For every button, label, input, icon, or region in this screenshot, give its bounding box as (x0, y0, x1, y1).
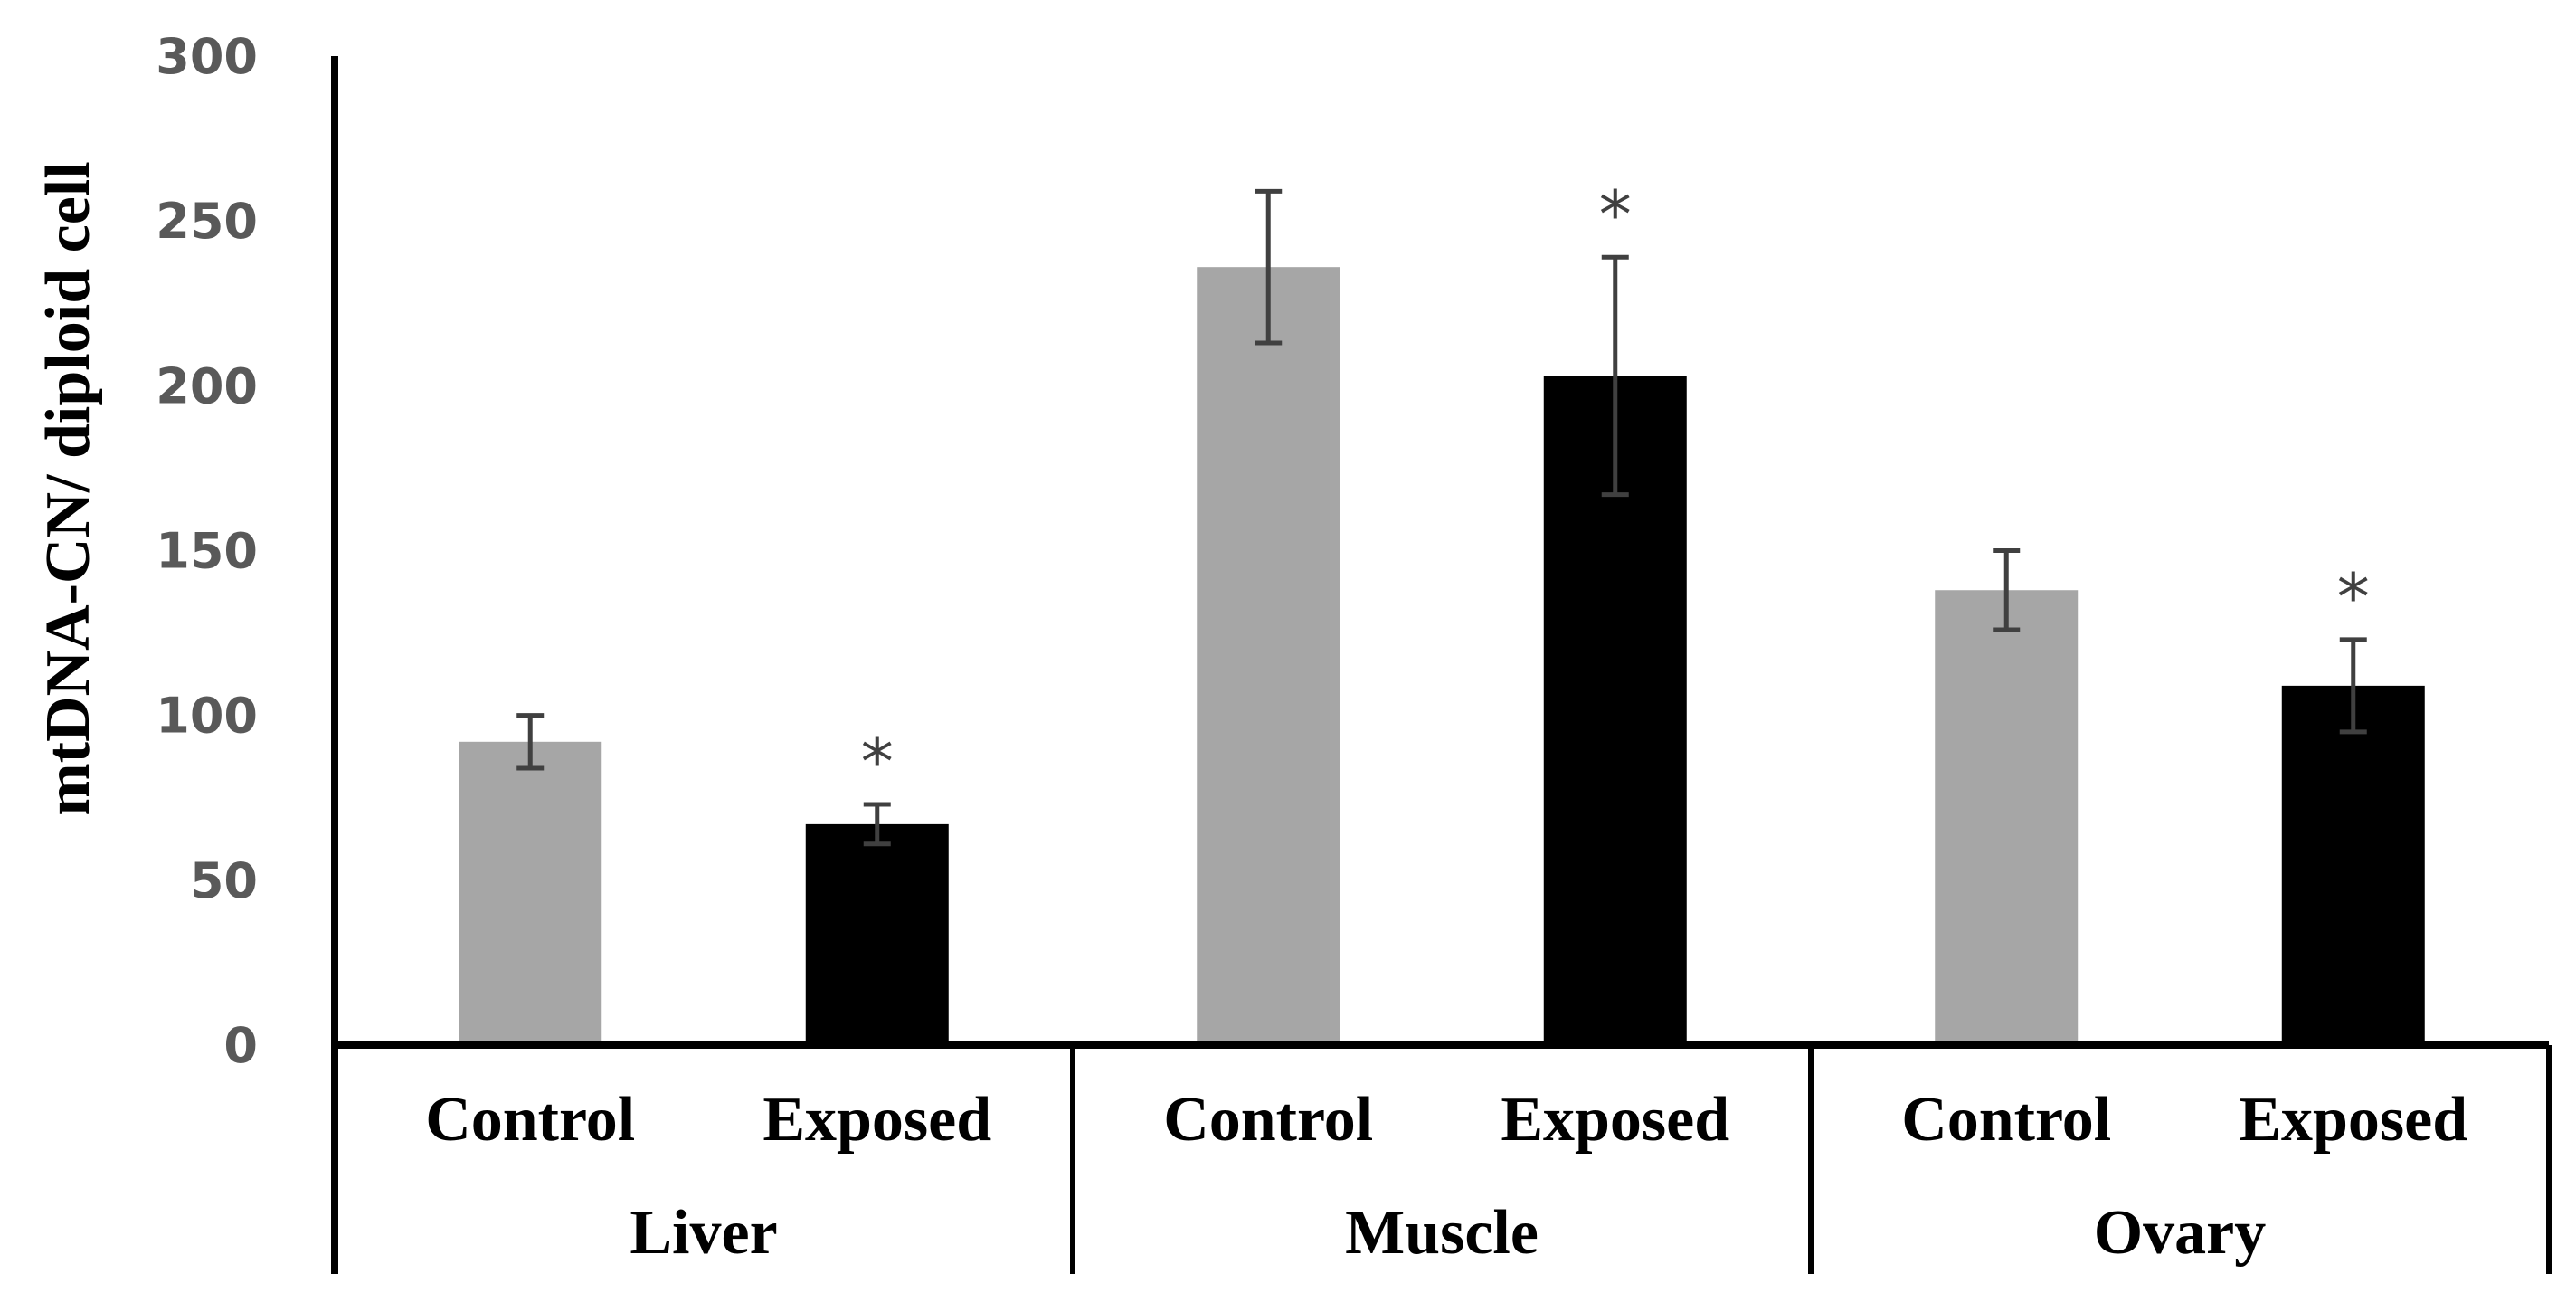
x-group-label: Muscle (1345, 1198, 1539, 1268)
x-category-label: Control (425, 1085, 635, 1155)
error-bar (863, 802, 891, 847)
x-group-label: Liver (630, 1198, 777, 1268)
significance-marker: * (861, 724, 894, 800)
bar-muscle-control (1197, 267, 1340, 1045)
x-category-label: Control (1901, 1085, 2111, 1155)
x-category-label: Exposed (1501, 1085, 1729, 1155)
significance-marker: * (2337, 559, 2370, 635)
bar-liver-control (459, 741, 602, 1045)
y-tick-label: 250 (156, 193, 258, 250)
x-category-label: Exposed (762, 1085, 991, 1155)
y-tick-label: 0 (223, 1017, 258, 1074)
error-bar (516, 713, 545, 771)
bar-liver-exposed (805, 823, 949, 1045)
y-tick-label: 300 (156, 28, 258, 85)
y-tick-label: 150 (156, 523, 258, 580)
y-tick-label: 200 (156, 357, 258, 414)
error-bar (1993, 548, 2021, 632)
x-category-label: Exposed (2239, 1085, 2467, 1155)
error-bar (1601, 254, 1629, 498)
significance-marker: * (1599, 176, 1632, 252)
y-axis-label: mtDNA-CN/ diploid cell (33, 161, 103, 815)
y-tick-label: 50 (190, 852, 258, 909)
x-category-label: Control (1163, 1085, 1373, 1155)
bar-ovary-exposed (2281, 685, 2425, 1045)
y-tick-label: 100 (156, 688, 258, 745)
error-bar (1255, 188, 1283, 346)
error-bar (2339, 637, 2367, 735)
bar-ovary-control (1935, 590, 2079, 1045)
x-group-label: Ovary (2094, 1198, 2267, 1268)
